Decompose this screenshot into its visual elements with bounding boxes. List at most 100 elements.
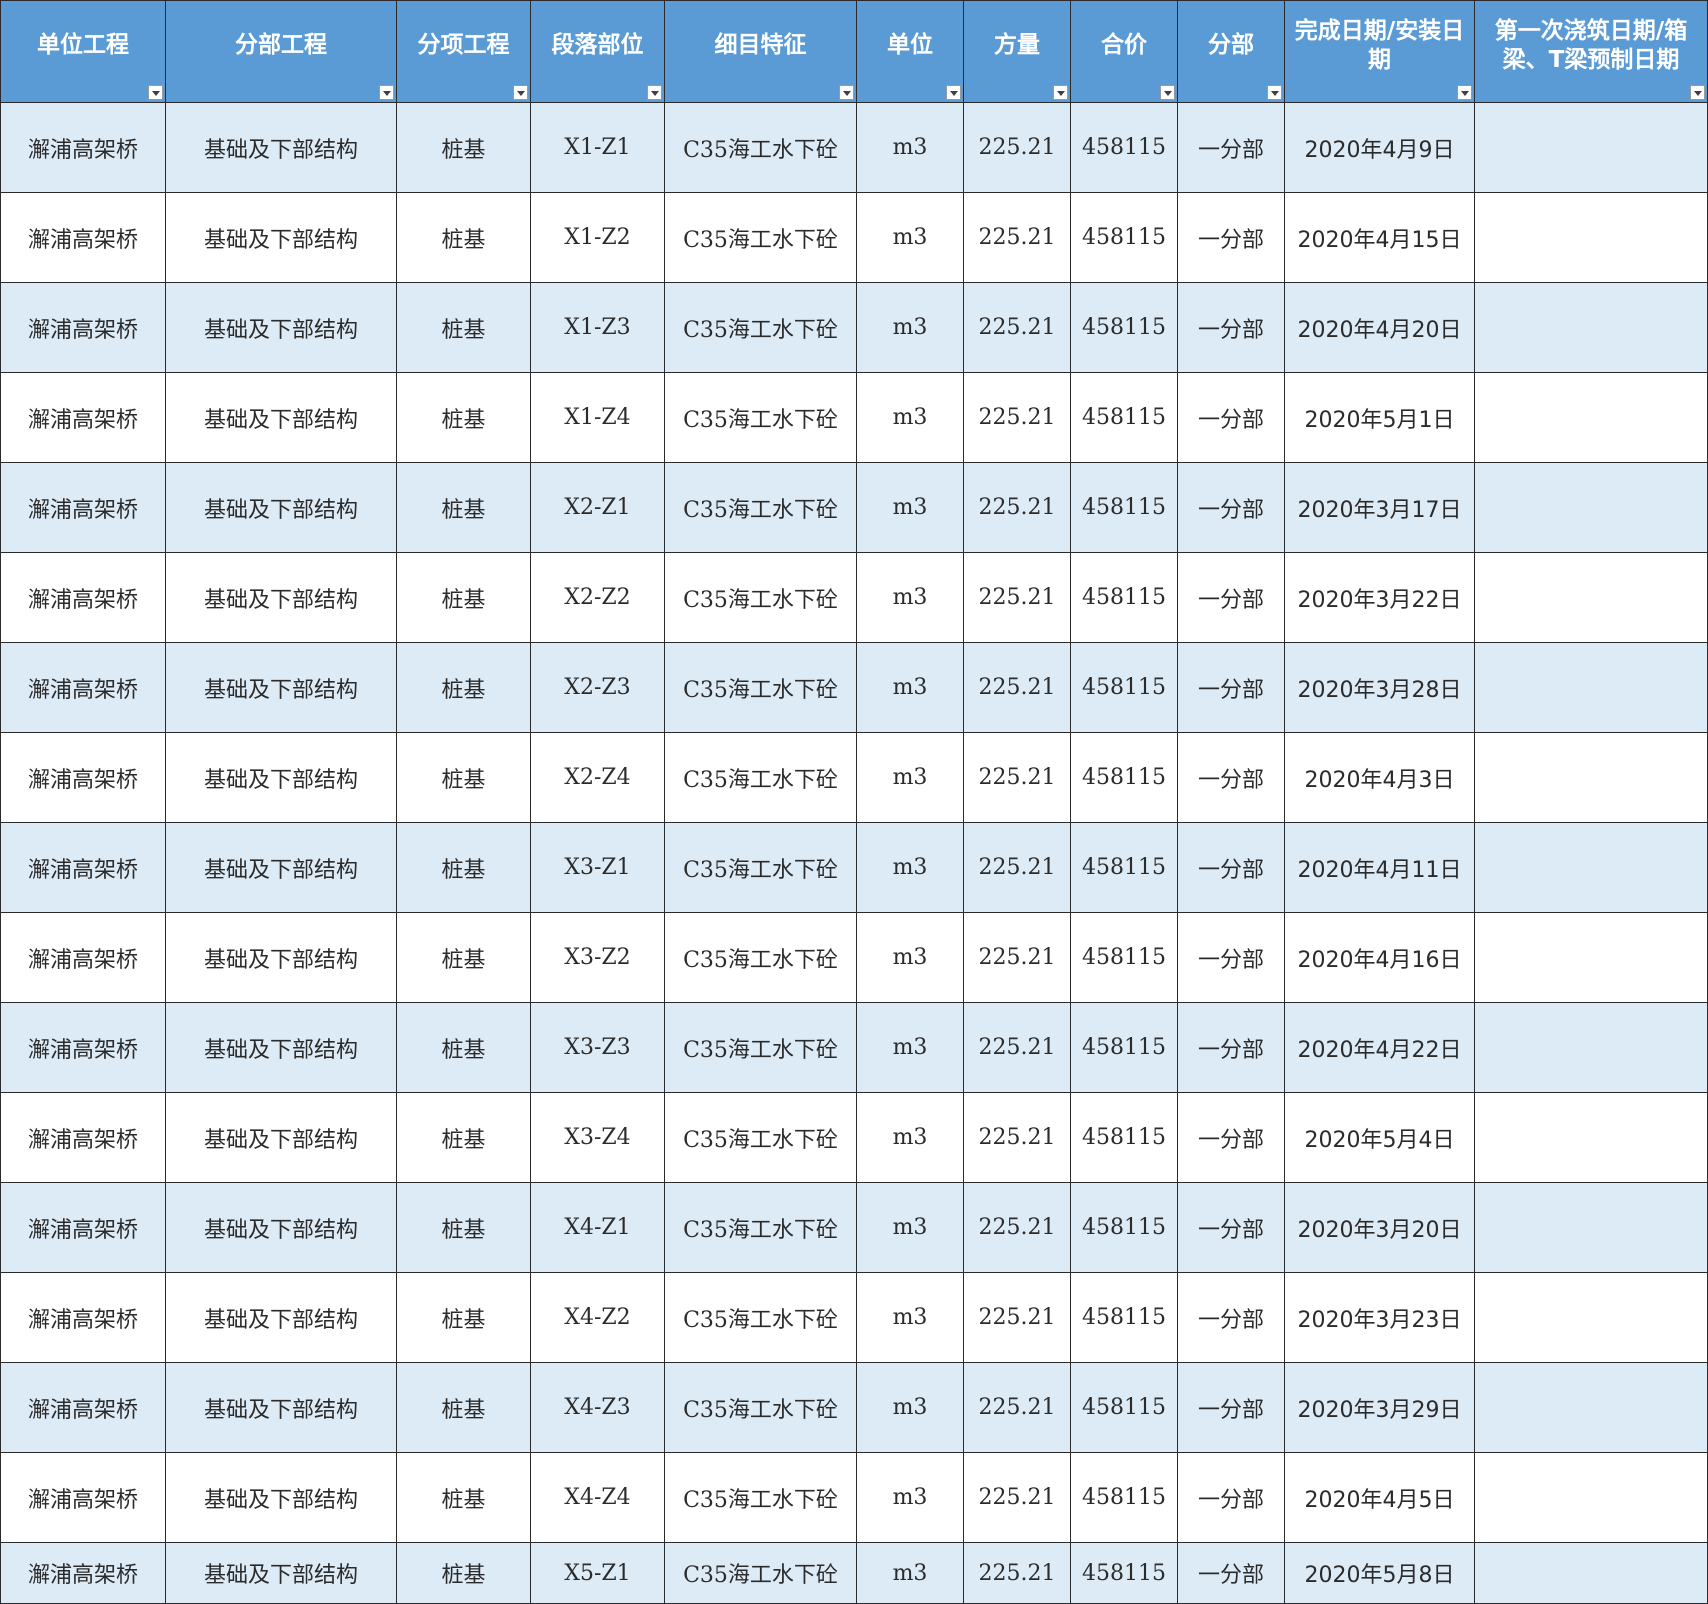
cell-volume[interactable]: 225.21 xyxy=(963,732,1071,823)
cell-volume[interactable]: 225.21 xyxy=(963,1452,1071,1543)
cell-unit[interactable]: m3 xyxy=(856,912,964,1003)
cell-first-pour-date[interactable] xyxy=(1474,1002,1708,1093)
cell-section-location[interactable]: X3-Z3 xyxy=(530,1002,665,1093)
cell-completion-date[interactable]: 2020年3月20日 xyxy=(1284,1182,1475,1273)
col-header-volume[interactable]: 方量 xyxy=(963,0,1071,103)
cell-unit-project[interactable]: 澥浦高架桥 xyxy=(0,462,166,553)
cell-first-pour-date[interactable] xyxy=(1474,1542,1708,1604)
cell-item-feature[interactable]: C35海工水下砼 xyxy=(664,1092,857,1183)
cell-total-price[interactable]: 458115 xyxy=(1070,1182,1178,1273)
cell-unit-project[interactable]: 澥浦高架桥 xyxy=(0,1542,166,1604)
cell-unit[interactable]: m3 xyxy=(856,1182,964,1273)
cell-unit[interactable]: m3 xyxy=(856,552,964,643)
filter-dropdown-icon[interactable] xyxy=(379,85,394,100)
cell-unit-project[interactable]: 澥浦高架桥 xyxy=(0,642,166,733)
cell-section-location[interactable]: X1-Z3 xyxy=(530,282,665,373)
cell-subitem-project[interactable]: 桩基 xyxy=(396,732,531,823)
cell-item-feature[interactable]: C35海工水下砼 xyxy=(664,1002,857,1093)
cell-section-location[interactable]: X2-Z1 xyxy=(530,462,665,553)
cell-unit[interactable]: m3 xyxy=(856,1362,964,1453)
filter-dropdown-icon[interactable] xyxy=(647,85,662,100)
cell-branch[interactable]: 一分部 xyxy=(1177,912,1285,1003)
cell-completion-date[interactable]: 2020年4月5日 xyxy=(1284,1452,1475,1543)
cell-volume[interactable]: 225.21 xyxy=(963,1092,1071,1183)
cell-branch[interactable]: 一分部 xyxy=(1177,1182,1285,1273)
col-header-item-feature[interactable]: 细目特征 xyxy=(664,0,857,103)
cell-branch[interactable]: 一分部 xyxy=(1177,1092,1285,1183)
cell-subitem-project[interactable]: 桩基 xyxy=(396,372,531,463)
cell-section-location[interactable]: X2-Z4 xyxy=(530,732,665,823)
cell-first-pour-date[interactable] xyxy=(1474,642,1708,733)
cell-first-pour-date[interactable] xyxy=(1474,372,1708,463)
cell-item-feature[interactable]: C35海工水下砼 xyxy=(664,282,857,373)
cell-first-pour-date[interactable] xyxy=(1474,1092,1708,1183)
cell-completion-date[interactable]: 2020年4月9日 xyxy=(1284,102,1475,193)
cell-unit-project[interactable]: 澥浦高架桥 xyxy=(0,1002,166,1093)
cell-total-price[interactable]: 458115 xyxy=(1070,1362,1178,1453)
cell-completion-date[interactable]: 2020年3月28日 xyxy=(1284,642,1475,733)
cell-unit[interactable]: m3 xyxy=(856,102,964,193)
cell-unit-project[interactable]: 澥浦高架桥 xyxy=(0,552,166,643)
cell-section-location[interactable]: X4-Z1 xyxy=(530,1182,665,1273)
cell-unit[interactable]: m3 xyxy=(856,1002,964,1093)
cell-unit-project[interactable]: 澥浦高架桥 xyxy=(0,1272,166,1363)
cell-branch[interactable]: 一分部 xyxy=(1177,1272,1285,1363)
cell-section-location[interactable]: X3-Z2 xyxy=(530,912,665,1003)
cell-unit-project[interactable]: 澥浦高架桥 xyxy=(0,822,166,913)
cell-completion-date[interactable]: 2020年5月8日 xyxy=(1284,1542,1475,1604)
cell-completion-date[interactable]: 2020年4月20日 xyxy=(1284,282,1475,373)
cell-division-project[interactable]: 基础及下部结构 xyxy=(165,1182,397,1273)
cell-item-feature[interactable]: C35海工水下砼 xyxy=(664,372,857,463)
cell-division-project[interactable]: 基础及下部结构 xyxy=(165,642,397,733)
cell-subitem-project[interactable]: 桩基 xyxy=(396,102,531,193)
cell-completion-date[interactable]: 2020年4月15日 xyxy=(1284,192,1475,283)
cell-unit[interactable]: m3 xyxy=(856,732,964,823)
cell-total-price[interactable]: 458115 xyxy=(1070,282,1178,373)
cell-section-location[interactable]: X2-Z3 xyxy=(530,642,665,733)
cell-subitem-project[interactable]: 桩基 xyxy=(396,1272,531,1363)
cell-total-price[interactable]: 458115 xyxy=(1070,552,1178,643)
cell-completion-date[interactable]: 2020年3月29日 xyxy=(1284,1362,1475,1453)
cell-first-pour-date[interactable] xyxy=(1474,282,1708,373)
cell-volume[interactable]: 225.21 xyxy=(963,372,1071,463)
filter-dropdown-icon[interactable] xyxy=(1690,85,1705,100)
cell-total-price[interactable]: 458115 xyxy=(1070,1452,1178,1543)
cell-completion-date[interactable]: 2020年4月3日 xyxy=(1284,732,1475,823)
cell-subitem-project[interactable]: 桩基 xyxy=(396,462,531,553)
col-header-branch[interactable]: 分部 xyxy=(1177,0,1285,103)
col-header-unit-project[interactable]: 单位工程 xyxy=(0,0,166,103)
cell-volume[interactable]: 225.21 xyxy=(963,1002,1071,1093)
cell-first-pour-date[interactable] xyxy=(1474,1362,1708,1453)
filter-dropdown-icon[interactable] xyxy=(946,85,961,100)
cell-unit-project[interactable]: 澥浦高架桥 xyxy=(0,192,166,283)
cell-unit[interactable]: m3 xyxy=(856,642,964,733)
cell-division-project[interactable]: 基础及下部结构 xyxy=(165,1092,397,1183)
cell-first-pour-date[interactable] xyxy=(1474,1272,1708,1363)
cell-division-project[interactable]: 基础及下部结构 xyxy=(165,552,397,643)
col-header-division-project[interactable]: 分部工程 xyxy=(165,0,397,103)
cell-section-location[interactable]: X1-Z2 xyxy=(530,192,665,283)
cell-branch[interactable]: 一分部 xyxy=(1177,642,1285,733)
cell-item-feature[interactable]: C35海工水下砼 xyxy=(664,192,857,283)
cell-branch[interactable]: 一分部 xyxy=(1177,372,1285,463)
cell-section-location[interactable]: X4-Z2 xyxy=(530,1272,665,1363)
cell-first-pour-date[interactable] xyxy=(1474,732,1708,823)
cell-division-project[interactable]: 基础及下部结构 xyxy=(165,102,397,193)
cell-completion-date[interactable]: 2020年4月22日 xyxy=(1284,1002,1475,1093)
cell-item-feature[interactable]: C35海工水下砼 xyxy=(664,462,857,553)
cell-unit-project[interactable]: 澥浦高架桥 xyxy=(0,1362,166,1453)
cell-item-feature[interactable]: C35海工水下砼 xyxy=(664,1182,857,1273)
cell-first-pour-date[interactable] xyxy=(1474,912,1708,1003)
cell-division-project[interactable]: 基础及下部结构 xyxy=(165,462,397,553)
filter-dropdown-icon[interactable] xyxy=(1457,85,1472,100)
cell-first-pour-date[interactable] xyxy=(1474,1452,1708,1543)
cell-subitem-project[interactable]: 桩基 xyxy=(396,642,531,733)
cell-division-project[interactable]: 基础及下部结构 xyxy=(165,192,397,283)
cell-item-feature[interactable]: C35海工水下砼 xyxy=(664,1272,857,1363)
cell-branch[interactable]: 一分部 xyxy=(1177,732,1285,823)
cell-section-location[interactable]: X3-Z1 xyxy=(530,822,665,913)
cell-first-pour-date[interactable] xyxy=(1474,102,1708,193)
cell-volume[interactable]: 225.21 xyxy=(963,642,1071,733)
filter-dropdown-icon[interactable] xyxy=(148,85,163,100)
cell-completion-date[interactable]: 2020年3月23日 xyxy=(1284,1272,1475,1363)
